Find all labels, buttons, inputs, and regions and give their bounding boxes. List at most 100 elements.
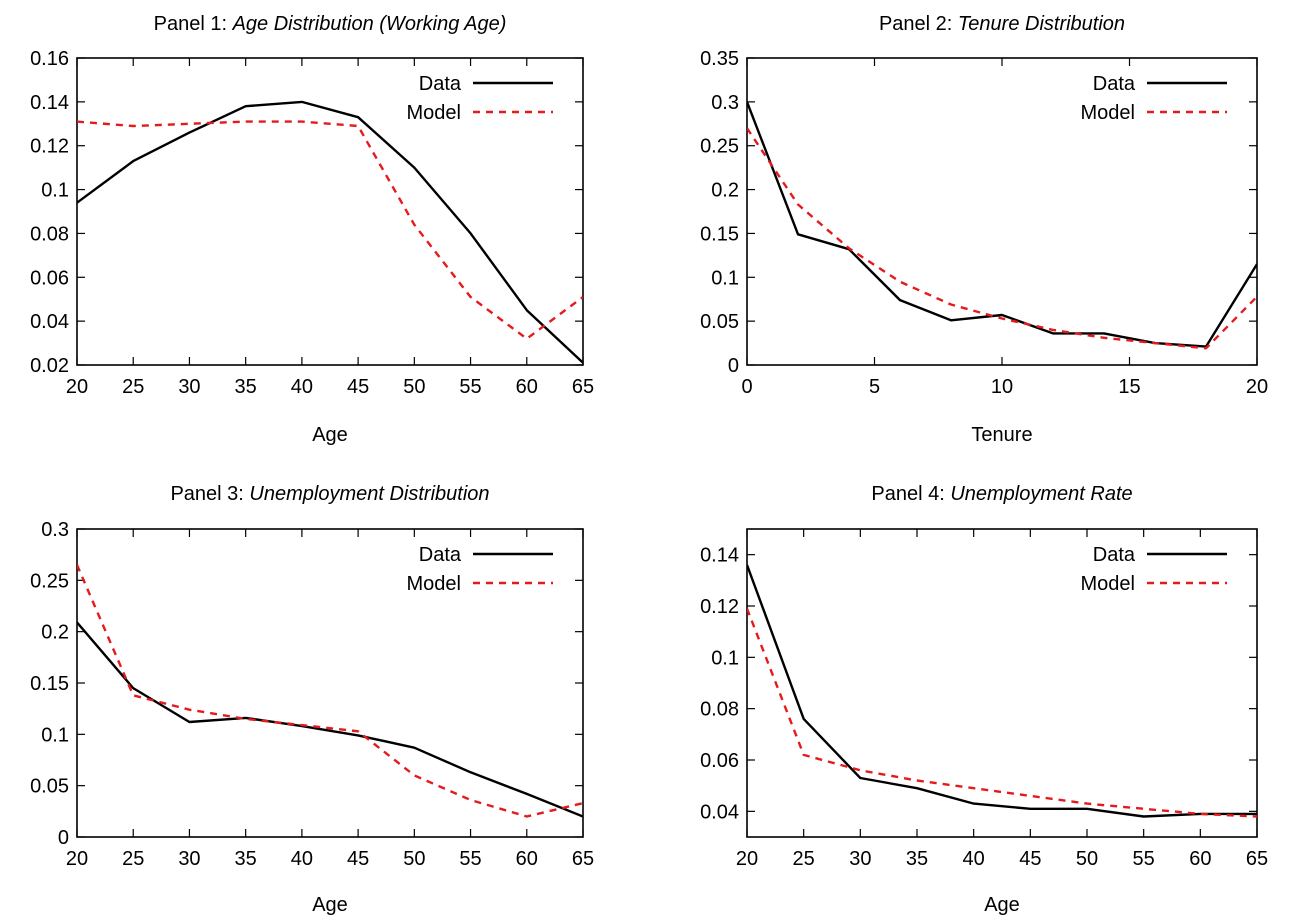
y-tick-label: 0.02 (30, 355, 69, 377)
panel-title-prefix: Panel 1: (154, 13, 233, 35)
panel-title-prefix: Panel 2: (879, 13, 958, 35)
y-tick-label: 0.12 (30, 136, 69, 158)
y-tick-label: 0.35 (700, 48, 739, 70)
y-tick-label: 0.06 (30, 267, 69, 289)
x-tick-label: 55 (459, 848, 481, 870)
y-tick-label: 0.16 (30, 48, 69, 70)
y-tick-label: 0.14 (700, 545, 739, 567)
series-line-data (77, 100, 583, 364)
panel-2-title: Panel 2: Tenure Distribution (879, 13, 1125, 35)
plot-frame (746, 528, 1258, 838)
y-tick-label: 0 (728, 355, 739, 377)
legend-label-data: Data (419, 73, 462, 95)
panel-3: Panel 3: Unemployment Distribution 20 25 30… (30, 483, 594, 916)
x-tick-label: 65 (572, 848, 594, 870)
y-tick-label: 0.05 (700, 311, 739, 333)
x-axis-title: Age (984, 894, 1020, 916)
x-tick-label: 45 (1019, 848, 1041, 870)
y-tick-label: 0 (58, 827, 69, 849)
x-tick-label: 60 (516, 376, 538, 398)
y-tick-label: 0.12 (700, 596, 739, 618)
panel-title-italic: Unemployment Distribution (249, 483, 489, 505)
y-tick-label: 0.08 (30, 223, 69, 245)
panel-1-title: Panel 1: Age Distribution (Working Age) (154, 13, 507, 35)
x-tick-label: 40 (291, 376, 313, 398)
x-tick-label: 65 (1246, 848, 1268, 870)
y-tick-label: 0.1 (41, 724, 69, 746)
panel-4: Panel 4: Unemployment Rate 20 25 30 35 40 45 50… (700, 483, 1268, 916)
series-line-model (747, 608, 1257, 818)
x-tick-label: 25 (122, 848, 144, 870)
y-tick-label: 0.2 (711, 180, 739, 202)
panel-3-title: Panel 3: Unemployment Distribution (170, 483, 489, 505)
legend-label-model: Model (1081, 573, 1135, 595)
series-line-data (747, 101, 1257, 348)
y-tick-label: 0.15 (30, 673, 69, 695)
panel-title-prefix: Panel 3: (170, 483, 249, 505)
y-tick-label: 0.25 (700, 136, 739, 158)
legend-label-model: Model (407, 573, 461, 595)
series-line-data (747, 564, 1257, 818)
x-tick-label: 30 (849, 848, 871, 870)
panel-1: Panel 1: Age Distribution (Working Age) 2… (30, 13, 594, 446)
y-tick-label: 0.1 (711, 267, 739, 289)
x-tick-label: 30 (178, 376, 200, 398)
y-tick-label: 0.3 (711, 92, 739, 114)
y-tick-label: 0.2 (41, 622, 69, 644)
legend-label-data: Data (419, 544, 462, 566)
x-tick-label: 35 (235, 848, 257, 870)
panel-4-title: Panel 4: Unemployment Rate (871, 483, 1132, 505)
y-tick-label: 0.15 (700, 223, 739, 245)
x-tick-label: 35 (906, 848, 928, 870)
x-tick-label: 20 (66, 848, 88, 870)
panel-title-prefix: Panel 4: (871, 483, 950, 505)
x-tick-label: 45 (347, 848, 369, 870)
series-line-model (747, 127, 1257, 350)
x-tick-label: 0 (741, 376, 752, 398)
panel-title-italic: Age Distribution (Working Age) (232, 13, 507, 35)
x-tick-label: 65 (572, 376, 594, 398)
x-tick-label: 45 (347, 376, 369, 398)
y-tick-label: 0.04 (700, 801, 739, 823)
y-tick-label: 0.08 (700, 699, 739, 721)
series-line-model (77, 564, 583, 818)
y-tick-label: 0.3 (41, 519, 69, 541)
x-tick-label: 25 (793, 848, 815, 870)
x-axis-title: Age (312, 424, 348, 446)
x-axis-title: Tenure (971, 424, 1032, 446)
y-tick-label: 0.05 (30, 776, 69, 798)
x-tick-label: 30 (178, 848, 200, 870)
x-tick-label: 15 (1118, 376, 1140, 398)
y-tick-label: 0.06 (700, 750, 739, 772)
x-tick-label: 20 (1246, 376, 1268, 398)
y-tick-label: 0.1 (41, 180, 69, 202)
legend-label-data: Data (1093, 73, 1136, 95)
y-tick-label: 0.14 (30, 92, 69, 114)
plot-frame (76, 528, 584, 838)
x-tick-label: 40 (291, 848, 313, 870)
series-line-data (77, 621, 583, 818)
x-tick-label: 20 (736, 848, 758, 870)
y-tick-label: 0.04 (30, 311, 69, 333)
x-tick-label: 40 (963, 848, 985, 870)
x-tick-label: 60 (1189, 848, 1211, 870)
y-tick-label: 0.1 (711, 647, 739, 669)
x-tick-label: 35 (235, 376, 257, 398)
x-tick-label: 50 (403, 848, 425, 870)
plot-frame (76, 57, 584, 366)
x-tick-label: 55 (1133, 848, 1155, 870)
x-tick-label: 25 (122, 376, 144, 398)
legend-label-model: Model (1081, 102, 1135, 124)
panel-2: Panel 2: Tenure Distribution 0 5 10 15 20 0 0.0… (700, 13, 1268, 446)
x-tick-label: 20 (66, 376, 88, 398)
panel-title-italic: Tenure Distribution (958, 13, 1125, 35)
y-tick-label: 0.25 (30, 570, 69, 592)
x-tick-label: 50 (1076, 848, 1098, 870)
x-tick-label: 10 (991, 376, 1013, 398)
x-tick-label: 55 (459, 376, 481, 398)
x-tick-label: 60 (516, 848, 538, 870)
panel-title-italic: Unemployment Rate (950, 483, 1132, 505)
legend-label-data: Data (1093, 544, 1136, 566)
x-axis-title: Age (312, 894, 348, 916)
